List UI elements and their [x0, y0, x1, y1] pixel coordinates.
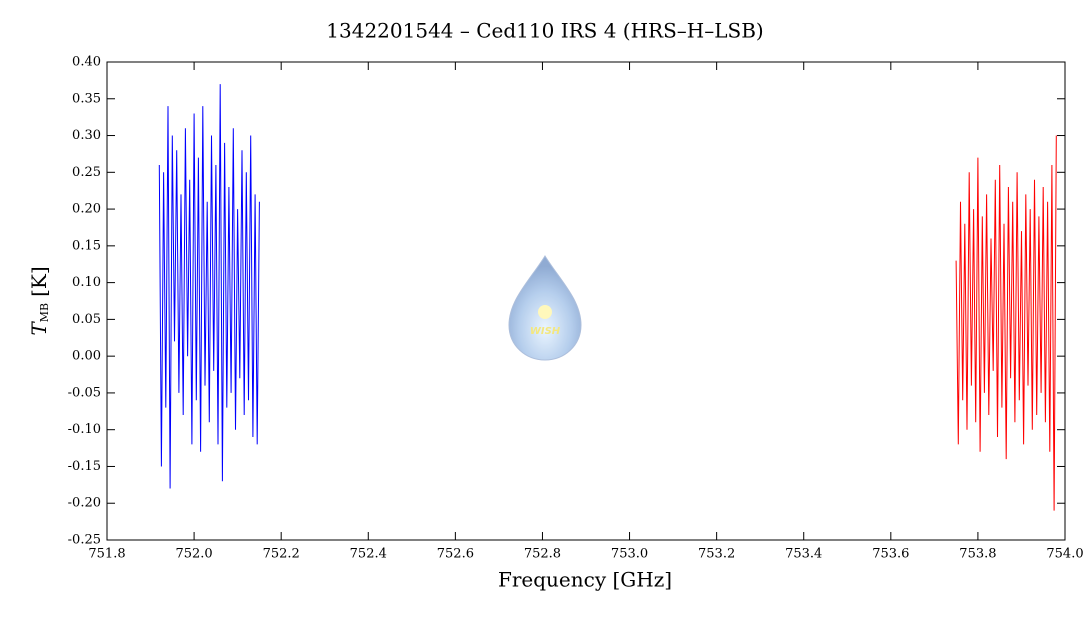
- x-axis-title: Frequency [GHz]: [498, 568, 672, 592]
- x-tick-label: 751.8: [88, 547, 125, 562]
- y-tick-label: 0.40: [72, 55, 101, 70]
- x-tick-label: 752.6: [437, 547, 474, 562]
- x-tick-label: 753.4: [785, 547, 822, 562]
- y-tick-label: 0.15: [72, 238, 101, 253]
- spectrum-line: [158, 84, 260, 489]
- y-axis-subscript: MB: [38, 303, 51, 322]
- y-tick-label: 0.00: [72, 349, 101, 364]
- x-tick-label: 753.8: [959, 547, 996, 562]
- x-tick-label: 752.4: [350, 547, 387, 562]
- plot-frame: [106, 61, 1066, 541]
- y-tick-label: -0.20: [68, 496, 101, 511]
- y-tick-label: 0.10: [72, 275, 101, 290]
- chart-title: 1342201544 – Ced110 IRS 4 (HRS–H–LSB): [326, 19, 763, 43]
- spectrum-line: [955, 135, 1057, 511]
- y-tick-label: 0.20: [72, 202, 101, 217]
- y-tick-label: -0.05: [68, 385, 101, 400]
- logo-text: WISH: [530, 326, 561, 337]
- x-tick-label: 753.0: [611, 547, 648, 562]
- y-tick-label: 0.05: [72, 312, 101, 327]
- y-tick-label: -0.10: [68, 422, 101, 437]
- y-axis-title: TMB [K]: [27, 266, 52, 335]
- x-tick-label: 754.0: [1046, 547, 1083, 562]
- y-axis-symbol: T: [27, 321, 51, 336]
- y-tick-label: -0.15: [68, 459, 101, 474]
- wish-logo: WISH: [508, 255, 582, 361]
- y-tick-label: 0.30: [72, 128, 101, 143]
- y-tick-label: -0.25: [68, 533, 101, 548]
- x-tick-label: 752.0: [175, 547, 212, 562]
- y-tick-label: 0.35: [72, 91, 101, 106]
- logo-star: [538, 305, 552, 319]
- x-tick-label: 752.2: [263, 547, 300, 562]
- x-tick-label: 752.8: [524, 547, 561, 562]
- x-tick-label: 753.2: [698, 547, 735, 562]
- y-tick-label: 0.25: [72, 165, 101, 180]
- y-axis-unit: [K]: [27, 266, 51, 297]
- x-tick-label: 753.6: [872, 547, 909, 562]
